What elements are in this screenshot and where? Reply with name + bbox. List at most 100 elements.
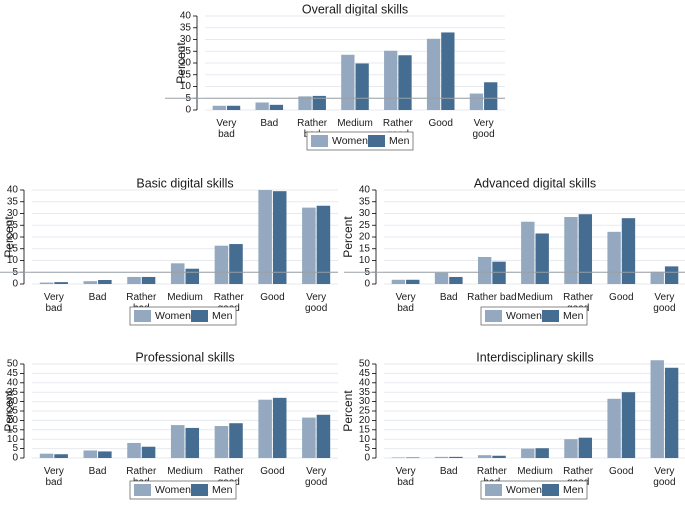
bar-men: [226, 105, 241, 110]
chart-panel-basic: Basic digital skills0510152025303540Perc…: [0, 176, 338, 326]
bar-women: [83, 450, 98, 458]
bar-women: [607, 398, 621, 458]
x-category-label-line: Bad: [440, 292, 458, 303]
y-tick-label: 20: [7, 415, 19, 426]
x-category-label-line: Very: [216, 118, 236, 129]
y-tick-label: 50: [7, 359, 19, 370]
x-category-label-line: Very: [396, 292, 416, 303]
y-tick-label: 10: [7, 434, 19, 445]
x-category-label-line: Medium: [517, 466, 553, 477]
bar-women: [384, 50, 398, 110]
x-category-label-line: Rather: [126, 466, 157, 477]
x-category-label-line: bad: [46, 477, 63, 488]
x-category-label: Bad: [440, 466, 458, 477]
x-category-label-line: Rather: [477, 466, 508, 477]
y-tick-label: 30: [7, 396, 19, 407]
y-tick-label: 40: [7, 377, 19, 388]
bar-men: [621, 392, 636, 458]
bar-women: [469, 93, 484, 110]
bar-women: [39, 282, 54, 284]
y-tick-label: 25: [7, 406, 19, 417]
x-category-label-line: good: [472, 129, 494, 140]
x-category-label: Good: [428, 118, 452, 129]
y-tick-label: 30: [7, 208, 19, 219]
bar-women: [214, 426, 229, 458]
y-tick-label: 0: [364, 279, 370, 290]
legend: Women Men: [129, 480, 237, 500]
legend-label-women: Women: [506, 484, 542, 496]
bar-men: [406, 457, 420, 459]
x-category-label-line: bad: [46, 303, 63, 314]
bar-men: [578, 214, 593, 284]
x-category-label-line: Bad: [89, 466, 107, 477]
bar-women: [127, 276, 141, 284]
bar-women: [258, 190, 272, 284]
legend-label-men: Men: [563, 484, 584, 496]
bar-women: [212, 105, 226, 110]
chart-title: Interdisciplinary skills: [476, 350, 593, 364]
legend-swatch-women: [485, 484, 502, 496]
bar-women: [650, 360, 664, 458]
bar-men: [316, 414, 331, 458]
x-category-label-line: Good: [428, 118, 452, 129]
x-category-label-line: good: [305, 477, 327, 488]
y-tick-label: 25: [359, 220, 371, 231]
y-tick-label: 15: [7, 424, 19, 435]
x-category-label-line: Rather: [214, 292, 245, 303]
x-category-label: Good: [260, 292, 284, 303]
legend-label-men: Men: [389, 135, 410, 147]
y-tick-label: 30: [180, 34, 192, 45]
legend-swatch-men: [191, 484, 208, 496]
bar-men: [664, 266, 679, 284]
x-category-label: Very good: [305, 466, 327, 488]
x-category-label: Very good: [653, 292, 675, 314]
bar-women: [302, 207, 316, 284]
y-tick-label: 10: [180, 81, 192, 92]
bar-women: [127, 442, 141, 458]
bar-women: [170, 425, 185, 458]
y-axis-label: Percent: [341, 216, 355, 258]
x-category-label-line: Good: [609, 292, 633, 303]
y-tick-label: 35: [7, 196, 19, 207]
legend-box: [480, 306, 588, 326]
x-category-label-line: Very: [396, 466, 416, 477]
x-category-label: Very bad: [216, 118, 236, 140]
legend-box: [129, 306, 237, 326]
chart-panel-overall: Overall digital skills0510152025303540Pe…: [165, 2, 505, 151]
bar-men: [484, 82, 498, 110]
legend-swatch-men: [542, 310, 559, 322]
y-tick-label: 20: [359, 232, 371, 243]
x-category-label-line: Medium: [337, 118, 373, 129]
y-tick-label: 20: [7, 232, 19, 243]
bar-women: [521, 448, 535, 458]
bar-men: [269, 104, 284, 110]
bar-women: [477, 455, 492, 458]
chart-title: Professional skills: [135, 350, 234, 364]
bar-women: [255, 102, 269, 110]
y-axis-label: Percent: [341, 390, 355, 432]
bar-men: [229, 244, 243, 284]
legend-box: [306, 131, 414, 151]
y-tick-label: 0: [12, 453, 18, 464]
y-tick-label: 10: [359, 434, 371, 445]
bar-men: [492, 455, 506, 458]
bar-men: [141, 446, 156, 458]
bar-women: [298, 96, 312, 110]
bar-women: [391, 457, 406, 459]
x-category-label-line: Bad: [89, 292, 107, 303]
y-tick-label: 25: [180, 46, 192, 57]
bar-women: [83, 281, 98, 284]
legend-swatch-women: [134, 310, 151, 322]
chart-title: Overall digital skills: [302, 2, 408, 16]
x-category-label-line: Very: [474, 118, 494, 129]
x-category-label-line: Bad: [440, 466, 458, 477]
legend: Women Men: [480, 306, 588, 326]
y-tick-label: 40: [359, 185, 371, 196]
x-category-label: Rather bad: [467, 292, 516, 303]
y-axis-label: Percent: [2, 390, 16, 432]
x-category-label-line: Rather: [563, 466, 594, 477]
bar-men: [229, 423, 243, 458]
bar-men: [664, 367, 679, 458]
x-category-label-line: Rather: [297, 118, 328, 129]
